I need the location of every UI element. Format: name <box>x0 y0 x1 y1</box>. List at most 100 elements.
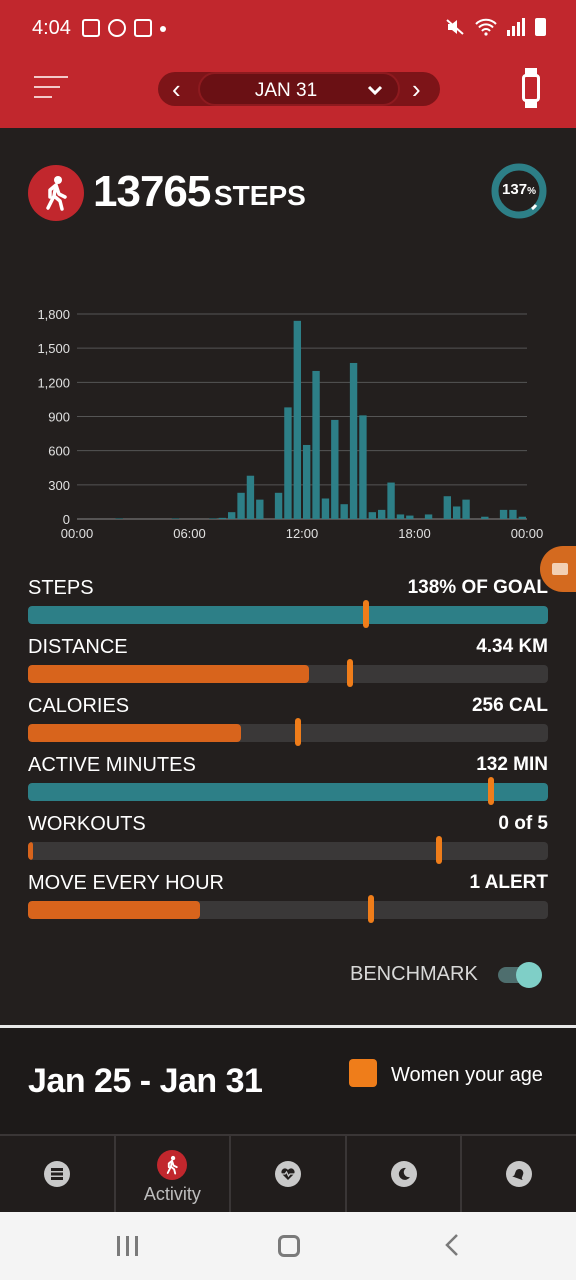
metric-value: 1 ALERT <box>469 872 548 893</box>
metric-label: CALORIES <box>28 695 130 717</box>
metric-track <box>28 606 548 624</box>
chart-bar <box>387 482 395 519</box>
chart-bar <box>284 407 292 519</box>
menu-button[interactable] <box>34 76 68 104</box>
next-day-button[interactable]: › <box>412 74 421 104</box>
chart-bar <box>256 499 264 519</box>
nav-summary[interactable] <box>0 1136 116 1212</box>
chart-bar <box>274 492 283 519</box>
status-bar: 4:04 <box>0 0 576 58</box>
chart-bar <box>218 517 226 519</box>
week-range: Jan 25 - Jan 31 <box>28 1062 263 1100</box>
benchmark-toggle[interactable] <box>498 962 542 988</box>
chart-bar <box>228 512 236 519</box>
nav-activity[interactable]: Activity <box>116 1136 232 1212</box>
chart-bar <box>303 444 311 519</box>
y-tick-label: 0 <box>63 512 70 527</box>
chart-bar <box>246 475 255 519</box>
metric-value: 132 MIN <box>476 754 548 775</box>
metric-label: WORKOUTS <box>28 813 146 835</box>
y-tick-label: 1,200 <box>37 375 70 390</box>
chart-bar <box>453 506 461 519</box>
chevron-down-icon <box>367 85 383 96</box>
chart-bar <box>424 514 433 519</box>
goal-percent: 137% <box>502 181 536 198</box>
benchmark-marker <box>435 836 442 864</box>
metric-active-minutes[interactable]: ACTIVE MINUTES 132 MIN <box>28 754 548 805</box>
metric-fill <box>28 783 548 801</box>
y-tick-label: 1,800 <box>37 307 70 322</box>
hourly-steps-chart: 0 300 600 900 1,200 1,500 1,800 00:00 06:00 12:00… <box>0 290 576 550</box>
recents-button[interactable] <box>117 1236 138 1256</box>
system-nav-bar <box>0 1212 576 1280</box>
metric-track <box>28 842 548 860</box>
nav-heart[interactable] <box>231 1136 347 1212</box>
legend-label: Women your age <box>391 1064 543 1086</box>
home-button[interactable] <box>278 1235 300 1257</box>
metric-move-every-hour[interactable]: MOVE EVERY HOUR 1 ALERT <box>28 872 548 923</box>
section-divider <box>0 1025 576 1028</box>
x-tick-label: 00:00 <box>61 526 94 541</box>
x-tick-label: 18:00 <box>398 526 431 541</box>
moon-icon <box>390 1161 417 1187</box>
system-icons <box>445 18 546 36</box>
metric-label: DISTANCE <box>28 636 128 658</box>
y-tick-label: 600 <box>48 444 70 459</box>
app-notification-icon <box>108 19 126 37</box>
date-dropdown[interactable]: JAN 31 <box>198 72 400 106</box>
chart-bar <box>349 362 358 519</box>
metric-steps[interactable]: STEPS 138% OF GOAL <box>28 577 548 628</box>
chart-bar <box>443 496 451 519</box>
chart-bar <box>237 492 245 519</box>
app-header: 4:04 ‹ JAN 31 › <box>0 0 576 128</box>
legend-swatch <box>349 1059 377 1087</box>
metric-distance[interactable]: DISTANCE 4.34 KM <box>28 636 548 687</box>
date-selector: ‹ JAN 31 › <box>158 72 440 106</box>
goal-progress-ring[interactable]: 137% <box>490 162 548 220</box>
metric-label: STEPS <box>28 577 94 599</box>
screen-recorder-handle[interactable] <box>540 546 576 592</box>
chart-bar <box>509 509 517 519</box>
walking-icon <box>28 165 84 221</box>
metric-track <box>28 901 548 919</box>
nav-sleep[interactable] <box>347 1136 463 1212</box>
metric-fill <box>28 901 200 919</box>
metric-track <box>28 665 548 683</box>
camera-icon <box>552 563 568 575</box>
chart-bar <box>481 516 489 519</box>
watch-icon[interactable] <box>522 68 540 108</box>
metric-fill <box>28 665 309 683</box>
chart-bar <box>499 509 508 519</box>
gallery-icon <box>82 19 100 37</box>
signal-icon <box>507 18 525 36</box>
metric-workouts[interactable]: WORKOUTS 0 of 5 <box>28 813 548 864</box>
chart-bar <box>331 419 339 519</box>
weekly-section: Jan 25 - Jan 31 Women your age <box>0 1028 576 1134</box>
date-label: JAN 31 <box>254 80 318 101</box>
prev-day-button[interactable]: ‹ <box>172 74 181 104</box>
benchmark-label: BENCHMARK <box>350 963 478 985</box>
chart-bar <box>378 509 386 519</box>
status-time: 4:04 <box>32 17 71 39</box>
notification-icons <box>82 19 166 37</box>
nav-activity-label: Activity <box>143 1184 201 1204</box>
x-tick-label: 00:00 <box>511 526 544 541</box>
nav-notifications[interactable] <box>462 1136 576 1212</box>
y-tick-label: 300 <box>48 478 70 493</box>
metric-label: ACTIVE MINUTES <box>28 754 196 776</box>
chart-bar <box>171 518 180 519</box>
back-button[interactable] <box>444 1232 460 1258</box>
more-notifications-icon <box>160 26 166 32</box>
benchmark-marker <box>368 895 375 923</box>
benchmark-marker <box>347 659 354 687</box>
steps-unit: STEPS <box>214 180 306 211</box>
metric-fill <box>28 842 34 860</box>
steps-count: 13765 <box>93 167 211 216</box>
metric-calories[interactable]: CALORIES 256 CAL <box>28 695 548 746</box>
chart-bar <box>368 512 376 519</box>
chart-bar <box>312 370 320 519</box>
metric-value: 138% OF GOAL <box>407 577 548 598</box>
chart-bar <box>321 498 330 519</box>
y-tick-label: 1,500 <box>37 341 70 356</box>
chart-bar <box>406 515 414 519</box>
